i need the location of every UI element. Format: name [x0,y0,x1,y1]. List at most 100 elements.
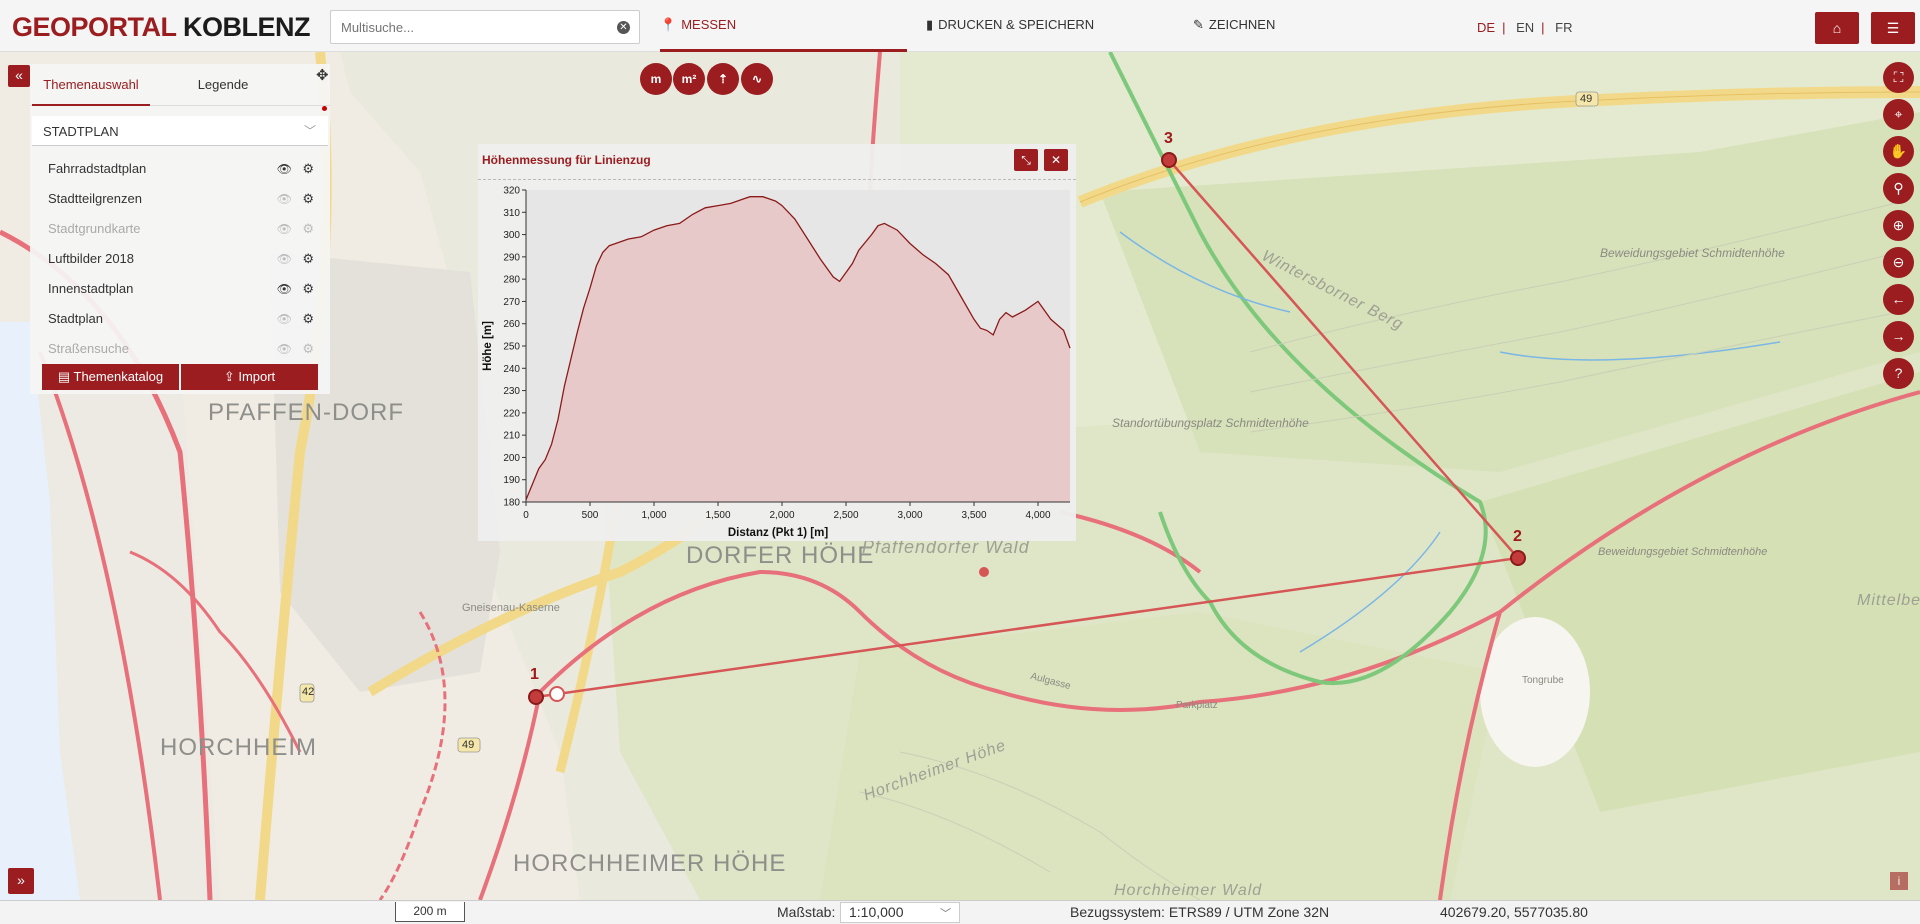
y-tick-label: 300 [503,230,520,241]
tab-legende[interactable]: Legende [197,77,249,92]
y-tick-label: 310 [503,208,520,219]
themenkatalog-button[interactable]: ▤ Themenkatalog [42,364,179,390]
home-button[interactable]: ⌂ [1815,12,1859,44]
tab-label: DRUCKEN & SPEICHERN [938,17,1095,32]
height-icon: ⇡ [717,72,729,86]
district-label: HORCHHEIM [160,734,317,761]
help-button[interactable]: ? [1883,358,1914,389]
layer-label: Stadtteilgrenzen [48,191,142,206]
layer-item[interactable]: Stadtteilgrenzen 👁 ⚙ [30,184,330,214]
tab-drucken-speichern[interactable]: ▮ DRUCKEN & SPEICHERN [926,0,1094,52]
y-tick-label: 320 [503,186,520,197]
zoom-in-button[interactable]: ⊕ [1883,210,1914,241]
minimize-dialog-button[interactable]: ⤡ [1014,149,1038,171]
gear-icon[interactable]: ⚙ [302,191,314,206]
layer-label: Stadtplan [48,311,103,326]
measure-distance-button[interactable]: m [640,63,672,95]
layer-item[interactable]: Fahrradstadtplan 👁 ⚙ [30,154,330,184]
clear-search-icon[interactable]: ✕ [617,21,630,34]
y-tick-label: 250 [503,342,520,353]
info-button[interactable]: i [1890,872,1908,890]
theme-select[interactable]: STADTPLAN ﹀ [32,116,328,146]
zoom-out-button[interactable]: ⊖ [1883,247,1914,278]
y-tick-label: 280 [503,275,520,286]
button-label: Import [238,369,276,384]
brush-icon: ✎ [1193,17,1204,32]
y-tick-label: 200 [503,453,520,464]
forward-button[interactable]: → [1883,321,1914,352]
scale-value: 1:10,000 [849,904,904,920]
status-dot [322,106,327,111]
menu-button[interactable]: ☰ [1871,12,1915,44]
gear-icon[interactable]: ⚙ [302,281,314,296]
layer-item[interactable]: Innenstadtplan 👁 ⚙ [30,274,330,304]
x-tick-label: 1,500 [705,510,730,521]
eye-icon[interactable]: 👁 [276,282,292,296]
gear-icon[interactable]: ⚙ [302,161,314,176]
theme-select-value: STADTPLAN [43,124,119,139]
tab-zeichnen[interactable]: ✎ ZEICHNEN [1193,0,1275,52]
district-label: DORFER HÖHE [686,542,875,569]
gear-icon[interactable]: ⚙ [302,251,314,266]
x-tick-label: 2,500 [833,510,858,521]
lang-fr[interactable]: FR [1555,20,1573,35]
measure-height-button[interactable]: ⇡ [707,63,739,95]
pan-button[interactable]: ✋ [1883,136,1914,167]
gear-icon[interactable]: ⚙ [302,311,314,326]
pan-icon: ✋ [1889,143,1908,159]
y-axis-label: Höhe [m] [482,321,494,371]
lang-en[interactable]: EN [1516,20,1535,35]
elevation-area-fill [526,196,1070,502]
y-tick-label: 240 [503,364,520,375]
locate-button[interactable]: ⌖ [1883,99,1914,130]
compress-icon: ⤡ [1021,153,1031,167]
close-icon: ✕ [1050,153,1062,167]
search-input[interactable] [331,11,601,43]
move-panel-icon[interactable]: ✥ [316,67,329,84]
help-icon: ? [1894,365,1903,381]
elevation-line [525,196,1071,501]
scale-select[interactable]: 1:10,000 ﹀ [840,902,960,923]
double-chevron-left-icon: « [15,67,23,83]
lang-de[interactable]: DE [1477,20,1496,35]
layer-item[interactable]: Stadtplan 👁 ⚙ [30,304,330,334]
measure-area-button[interactable]: m² [673,63,705,95]
poi-label: Parkplatz [1176,700,1218,711]
status-bar: 200 m Maßstab: 1:10,000 ﹀ Bezugssystem: … [0,900,1920,924]
locate-icon: ⌖ [1894,106,1903,122]
eye-slash-icon[interactable]: 👁 [276,252,292,266]
bike-layer-button[interactable]: ⚲ [1883,173,1914,204]
layer-item[interactable]: Luftbilder 2018 👁 ⚙ [30,244,330,274]
panel-button-row: ▤ Themenkatalog ⇪ Import [42,364,318,390]
info-icon: i [1897,874,1901,888]
forest-label: Mittelberg [1857,592,1920,609]
area-tool-label: m² [681,72,697,86]
forest-label: Pfaffendorfer Wald [862,537,1030,557]
eye-slash-icon[interactable]: 👁 [276,312,292,326]
close-dialog-button[interactable]: ✕ [1044,149,1068,171]
coordinates-readout: 402679.20, 5577035.80 [1440,904,1588,920]
back-button[interactable]: ← [1883,284,1914,315]
book-icon: ▤ [57,369,74,384]
tab-themenauswahl[interactable]: Themenauswahl [32,64,150,106]
measure-profile-button[interactable]: ∿ [741,63,773,95]
fullscreen-button[interactable]: ⛶ [1883,62,1914,93]
eye-icon[interactable]: 👁 [276,162,292,176]
collapse-panel-button[interactable]: « [8,65,30,87]
distance-tool-label: m [650,72,662,86]
profile-icon: ∿ [751,72,763,86]
y-tick-label: 190 [503,475,520,486]
dialog-title: Höhenmessung für Linienzug [482,153,651,167]
eye-slash-icon[interactable]: 👁 [276,192,292,206]
scale-label: Maßstab: [777,904,836,920]
expand-panel-button[interactable]: » [8,868,34,894]
y-tick-label: 260 [503,319,520,330]
layer-item: Stadtgrundkarte 👁 ⚙ [30,214,330,244]
forest-label: Beweidungsgebiet Schmidtenhöhe [1600,246,1785,260]
poi-label: Tongrube [1522,675,1564,686]
zoom-in-icon: ⊕ [1892,217,1905,233]
import-button[interactable]: ⇪ Import [181,364,318,390]
logo[interactable]: GEOPORTAL KOBLENZ [12,12,311,43]
tab-messen[interactable]: 📍 MESSEN [660,0,907,52]
layer-label: Innenstadtplan [48,281,134,296]
